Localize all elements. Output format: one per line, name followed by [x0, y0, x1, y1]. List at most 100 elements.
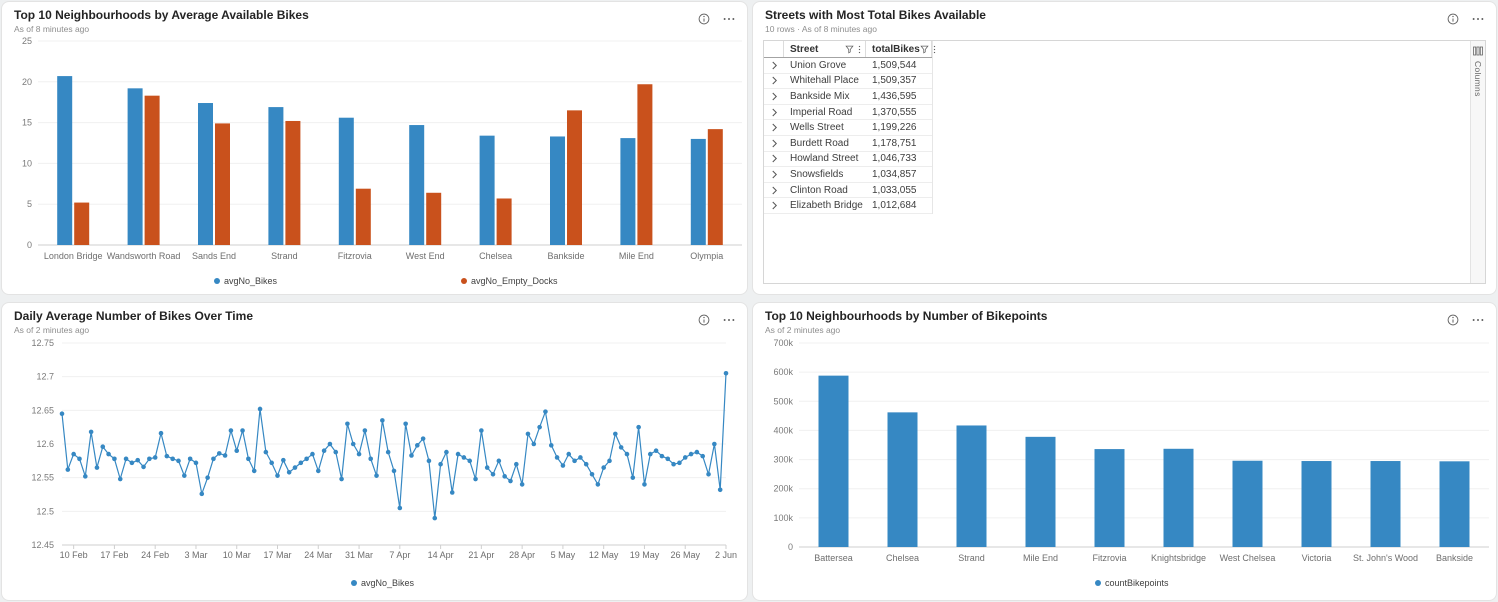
data-point[interactable] — [211, 456, 216, 462]
data-point[interactable] — [310, 451, 315, 457]
data-point[interactable] — [263, 449, 269, 455]
bar[interactable] — [215, 123, 230, 245]
data-point[interactable] — [117, 476, 123, 482]
data-point[interactable] — [281, 457, 286, 463]
legend-label[interactable]: avgNo_Empty_Docks — [471, 276, 558, 286]
bar[interactable] — [144, 95, 160, 245]
bar[interactable] — [1094, 449, 1125, 547]
data-point[interactable] — [479, 428, 484, 433]
data-point[interactable] — [385, 449, 391, 455]
data-point[interactable] — [467, 458, 473, 464]
data-point[interactable] — [449, 490, 455, 495]
filter-icon[interactable] — [845, 45, 854, 54]
data-point[interactable] — [444, 449, 449, 455]
data-point[interactable] — [403, 421, 408, 427]
data-point[interactable] — [123, 456, 129, 462]
data-point[interactable] — [182, 473, 187, 478]
row-expand-chevron-icon[interactable] — [764, 183, 784, 198]
bar[interactable] — [198, 103, 213, 246]
bar[interactable] — [409, 125, 425, 245]
bar[interactable] — [550, 136, 565, 245]
data-point[interactable] — [269, 460, 274, 466]
data-point[interactable] — [554, 455, 560, 460]
table-row[interactable]: Union Grove 1,509,544 — [764, 58, 932, 74]
data-point[interactable] — [77, 456, 82, 462]
column-header-street[interactable]: Street — [784, 41, 866, 57]
data-point[interactable] — [624, 451, 630, 457]
data-point[interactable] — [100, 444, 106, 449]
data-point[interactable] — [694, 449, 700, 455]
info-icon[interactable] — [1445, 312, 1461, 328]
bar[interactable] — [1439, 461, 1470, 547]
data-point[interactable] — [176, 458, 181, 464]
data-point[interactable] — [397, 505, 403, 511]
data-point[interactable] — [543, 409, 548, 414]
data-point[interactable] — [152, 455, 158, 460]
data-point[interactable] — [601, 465, 606, 470]
table-row[interactable]: Clinton Road 1,033,055 — [764, 183, 932, 199]
data-point[interactable] — [187, 456, 193, 462]
bar[interactable] — [1301, 461, 1332, 547]
data-point[interactable] — [112, 456, 117, 462]
data-point[interactable] — [589, 472, 595, 477]
bar[interactable] — [285, 120, 301, 245]
data-point[interactable] — [583, 461, 589, 467]
bar[interactable] — [127, 88, 143, 245]
info-icon[interactable] — [696, 312, 712, 328]
data-point[interactable] — [665, 456, 671, 462]
data-point[interactable] — [671, 461, 676, 467]
data-point[interactable] — [531, 441, 537, 447]
data-point[interactable] — [700, 453, 706, 459]
data-point[interactable] — [82, 474, 88, 479]
data-point[interactable] — [350, 441, 356, 447]
data-point[interactable] — [642, 482, 647, 487]
bar[interactable] — [637, 84, 653, 245]
data-point[interactable] — [199, 491, 205, 497]
data-point[interactable] — [88, 429, 94, 435]
row-expand-chevron-icon[interactable] — [764, 89, 784, 104]
bar[interactable] — [479, 135, 495, 245]
data-point[interactable] — [380, 418, 385, 423]
data-point[interactable] — [426, 458, 432, 464]
data-point[interactable] — [71, 451, 76, 457]
data-point[interactable] — [286, 469, 292, 475]
data-point[interactable] — [712, 441, 717, 447]
data-point[interactable] — [461, 455, 467, 460]
data-point[interactable] — [496, 458, 502, 464]
filter-icon[interactable] — [920, 45, 929, 54]
table-row[interactable]: Whitehall Place 1,509,357 — [764, 74, 932, 90]
data-point[interactable] — [636, 424, 641, 430]
data-point[interactable] — [368, 456, 374, 462]
data-point[interactable] — [682, 455, 688, 460]
column-menu-icon[interactable] — [856, 45, 863, 54]
data-point[interactable] — [677, 460, 682, 466]
data-point[interactable] — [94, 465, 100, 470]
bar[interactable] — [1370, 461, 1401, 547]
table-row[interactable]: Howland Street 1,046,733 — [764, 152, 932, 168]
data-point[interactable] — [251, 468, 257, 474]
bar[interactable] — [57, 76, 73, 245]
data-point[interactable] — [298, 460, 304, 466]
row-expand-chevron-icon[interactable] — [764, 105, 784, 120]
column-header-totalbikes[interactable]: totalBikes — [866, 41, 935, 57]
data-point[interactable] — [158, 430, 164, 436]
data-point[interactable] — [525, 431, 531, 437]
table-row[interactable]: Bankside Mix 1,436,595 — [764, 89, 932, 105]
row-expand-chevron-icon[interactable] — [764, 152, 784, 167]
bar[interactable] — [1163, 448, 1194, 547]
data-point[interactable] — [578, 455, 583, 460]
data-point[interactable] — [222, 453, 228, 458]
data-point[interactable] — [391, 468, 397, 474]
data-point[interactable] — [234, 448, 240, 454]
data-point[interactable] — [613, 431, 618, 437]
row-expand-chevron-icon[interactable] — [764, 74, 784, 89]
data-point[interactable] — [572, 458, 577, 464]
data-point[interactable] — [374, 473, 379, 478]
legend-label[interactable]: avgNo_Bikes — [224, 276, 278, 286]
data-point[interactable] — [205, 475, 210, 480]
data-point[interactable] — [560, 463, 566, 468]
data-point[interactable] — [59, 411, 65, 416]
data-point[interactable] — [607, 458, 612, 464]
data-point[interactable] — [432, 515, 438, 521]
info-icon[interactable] — [696, 11, 712, 27]
